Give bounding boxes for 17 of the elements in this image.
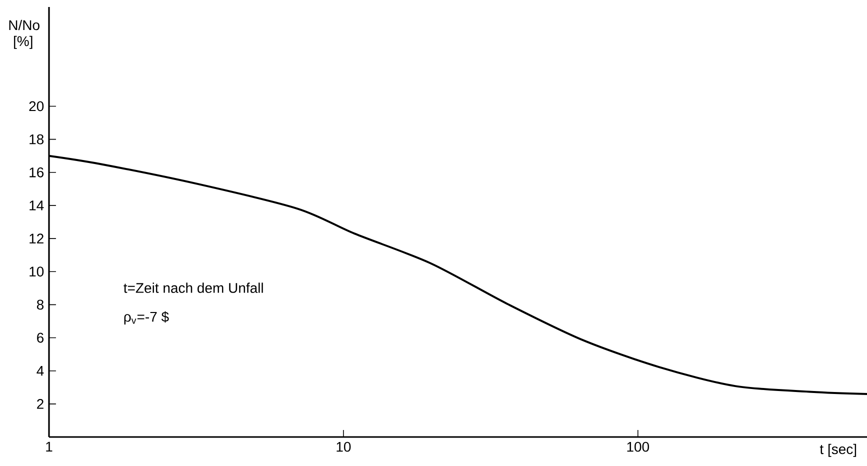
y-tick-label: 4 <box>36 366 44 376</box>
y-tick-label: 6 <box>37 332 44 343</box>
x-axis-title: t [sec] <box>820 444 856 457</box>
y-tick-label: 18 <box>30 134 44 144</box>
y-tick-label: 14 <box>30 200 44 210</box>
y-tick-label: 10 <box>30 266 44 277</box>
x-tick-label: 10 <box>336 442 351 452</box>
y-tick-label: 16 <box>30 167 44 178</box>
x-tick-label: 100 <box>627 442 650 452</box>
y-tick-label: 12 <box>30 234 44 244</box>
y-tick-label: 2 <box>37 399 44 409</box>
y-tick-label: 20 <box>29 101 44 112</box>
y-axis-title: N/No [%] <box>9 20 40 49</box>
annotation: ρ$_{v}$=-7 $ <box>124 311 169 325</box>
y-tick-label: 8 <box>36 300 44 310</box>
x-tick-label: 1 <box>46 442 52 452</box>
annotation: t=Zeit nach dem Unfall <box>124 282 263 293</box>
